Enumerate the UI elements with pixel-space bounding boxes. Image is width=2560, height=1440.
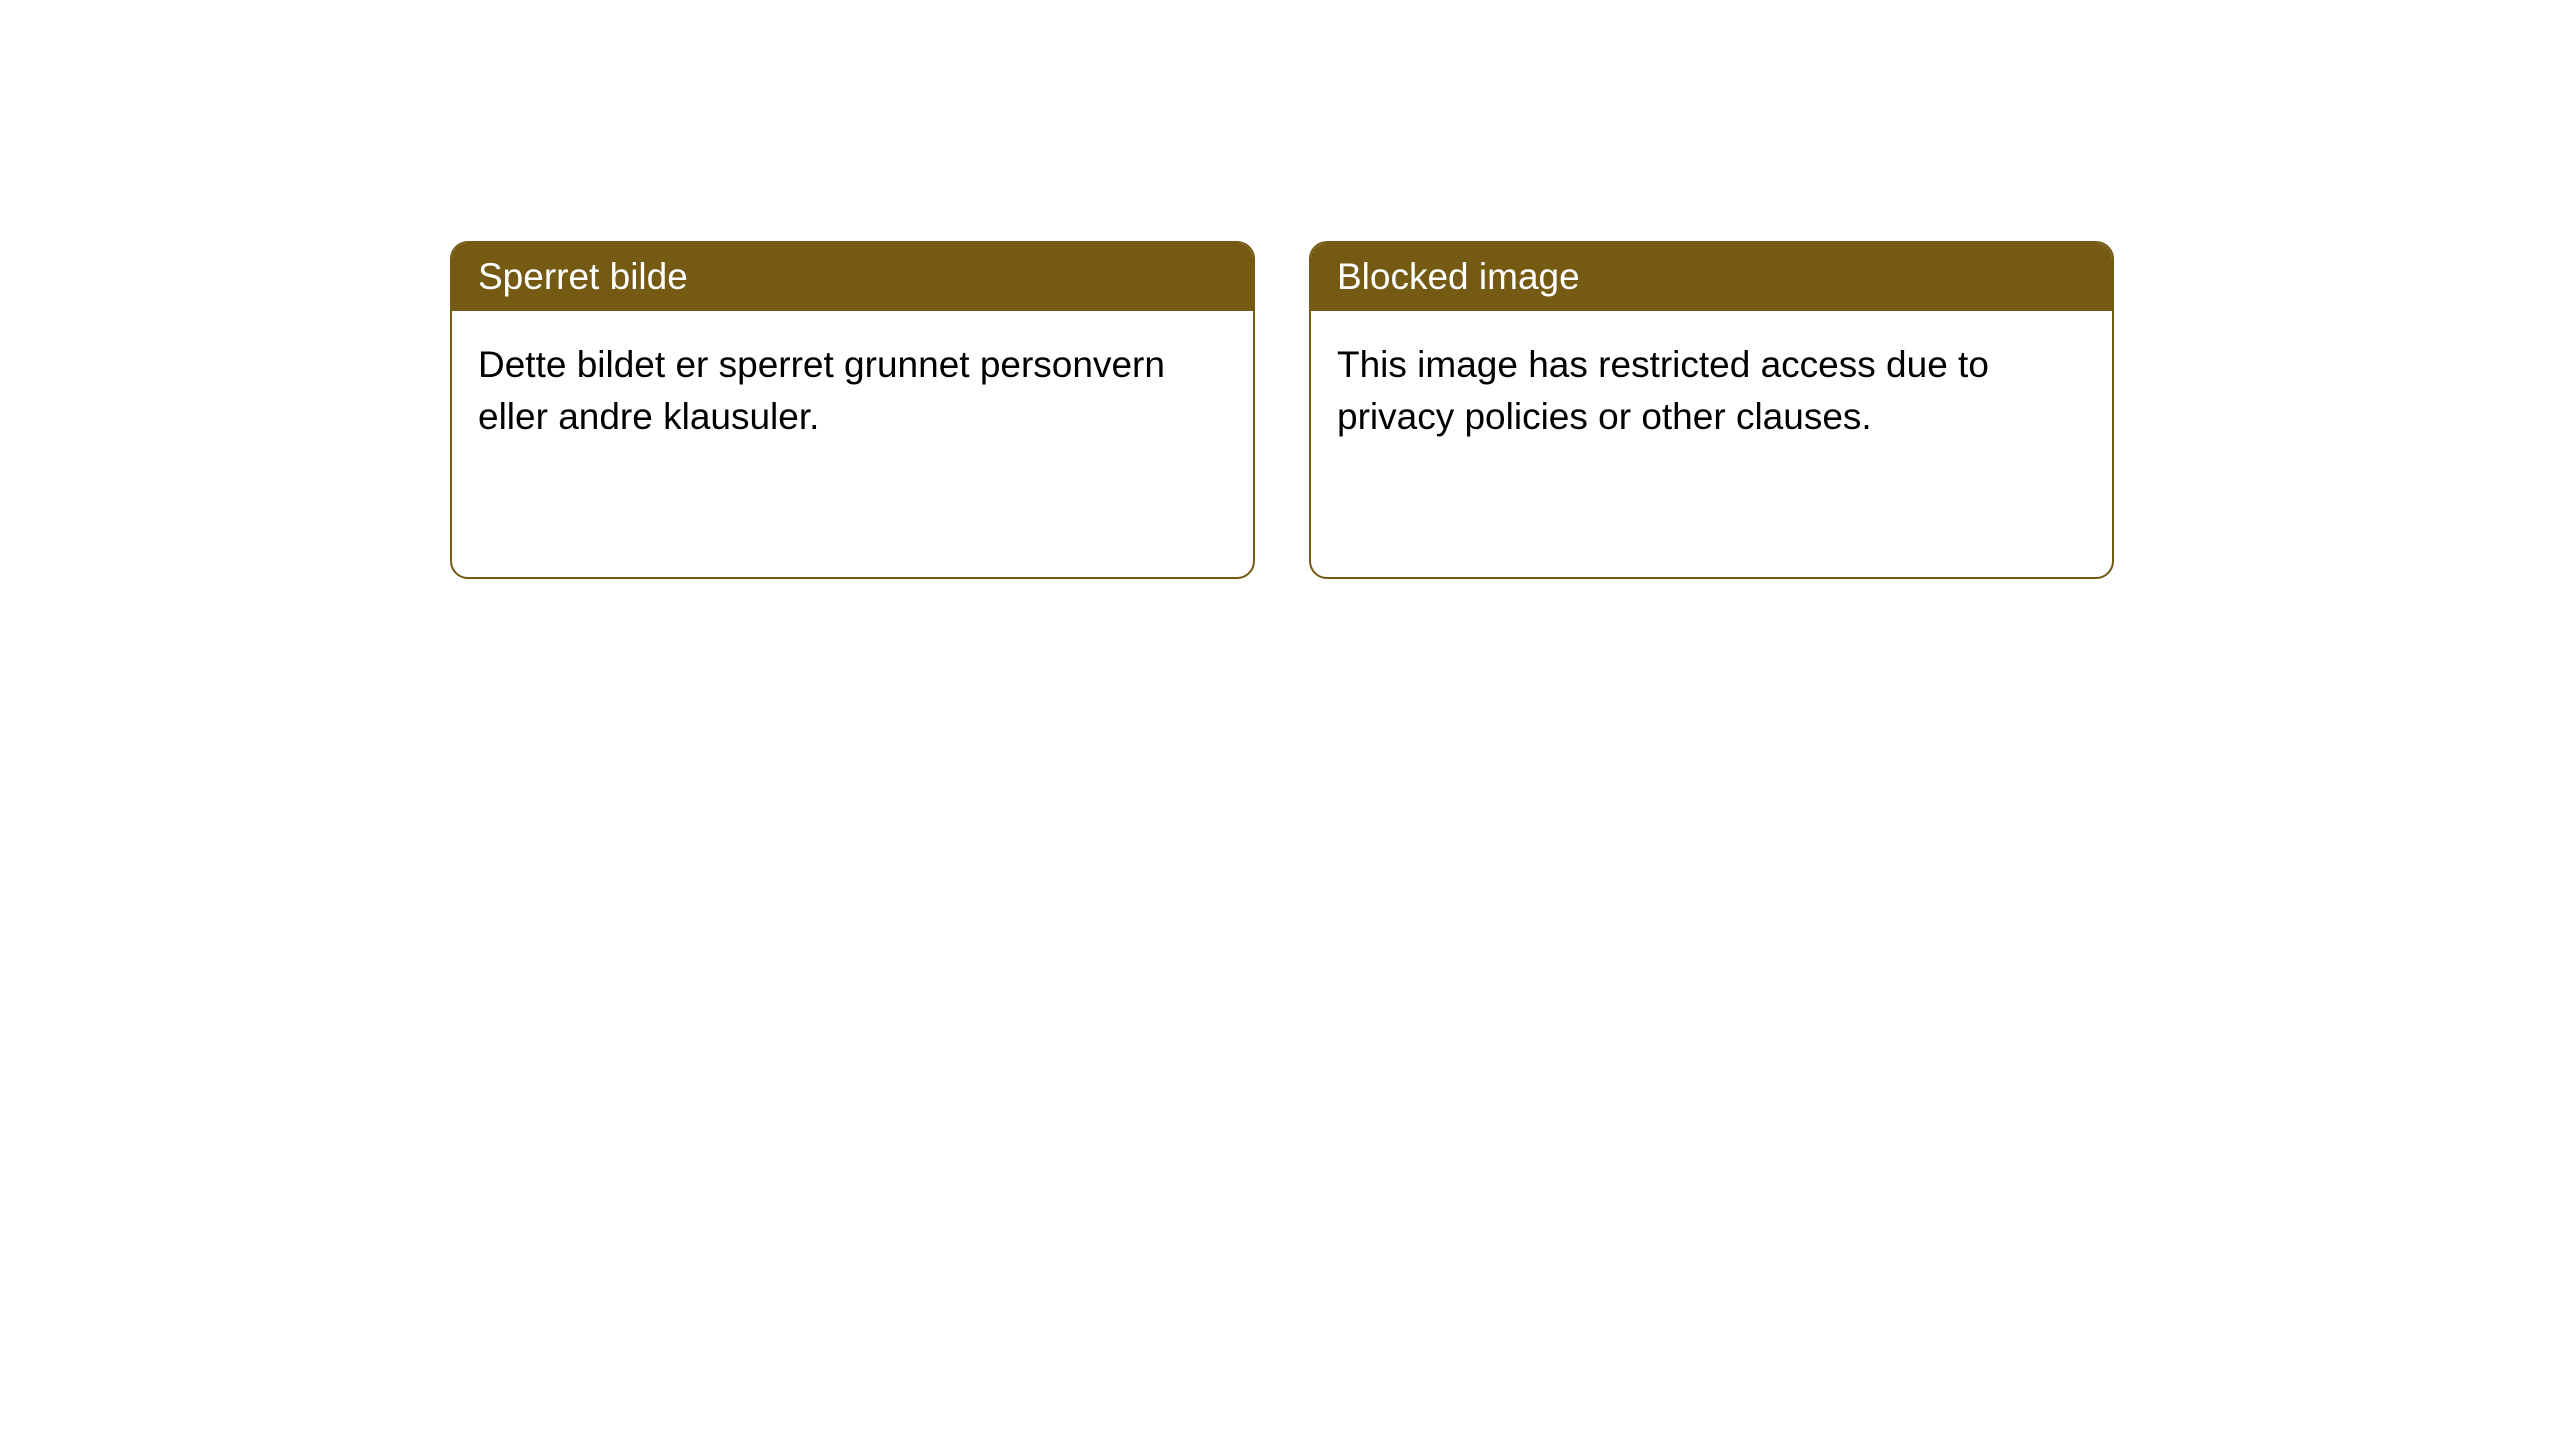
blocked-image-card-english: Blocked image This image has restricted … [1309,241,2114,579]
card-title: Sperret bilde [478,256,688,297]
card-header: Blocked image [1311,243,2112,311]
card-body: Dette bildet er sperret grunnet personve… [452,311,1253,577]
card-body-text: Dette bildet er sperret grunnet personve… [478,344,1165,437]
notice-container: Sperret bilde Dette bildet er sperret gr… [0,0,2560,579]
card-body: This image has restricted access due to … [1311,311,2112,577]
card-header: Sperret bilde [452,243,1253,311]
blocked-image-card-norwegian: Sperret bilde Dette bildet er sperret gr… [450,241,1255,579]
card-body-text: This image has restricted access due to … [1337,344,1989,437]
card-title: Blocked image [1337,256,1580,297]
